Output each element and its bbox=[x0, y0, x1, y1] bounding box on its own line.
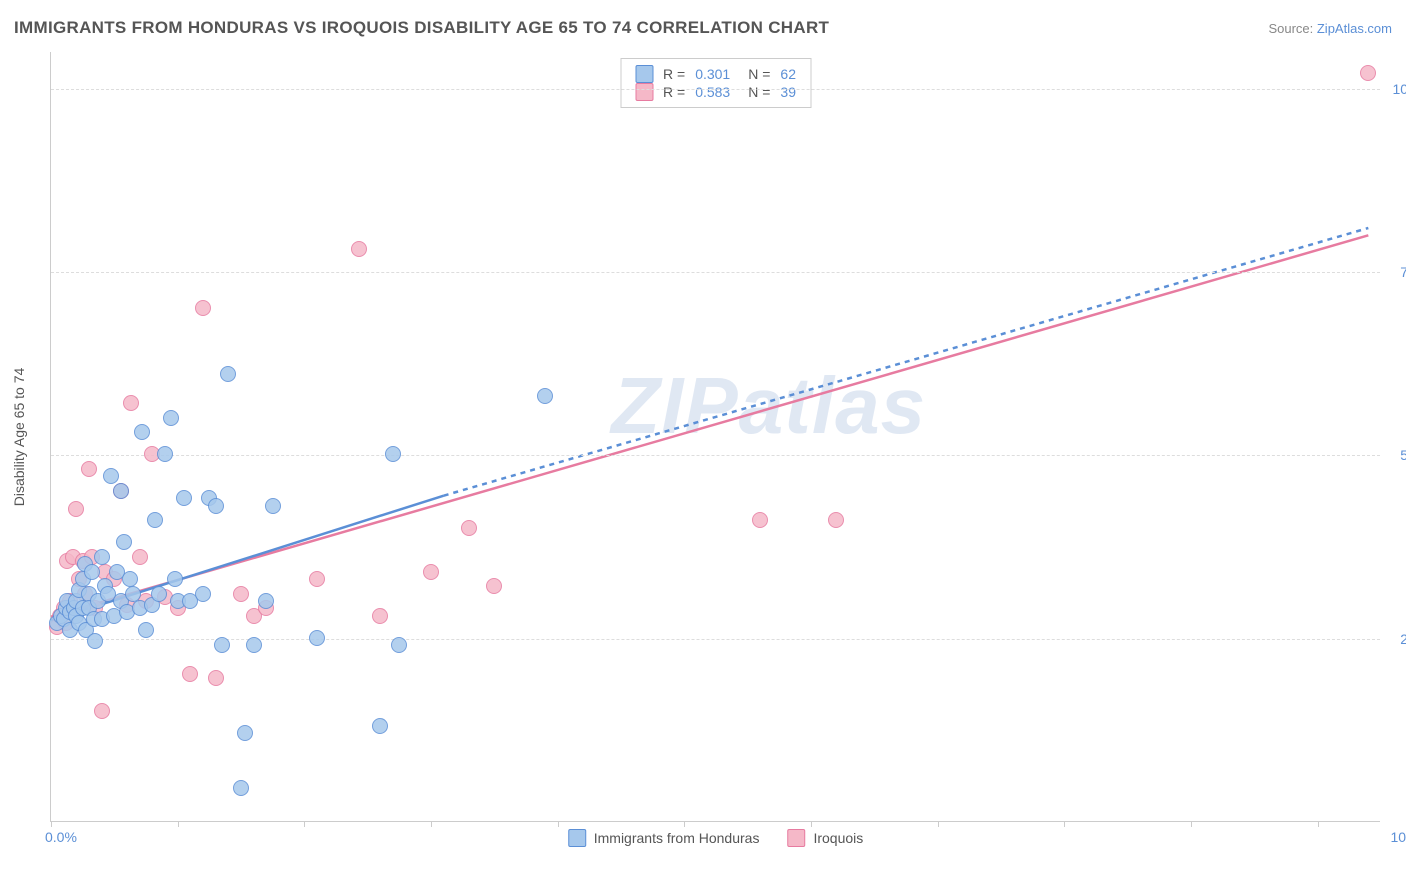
point-series-b bbox=[123, 395, 139, 411]
legend-item-a: Immigrants from Honduras bbox=[568, 829, 760, 847]
n-label: N = bbox=[748, 66, 770, 82]
point-series-b bbox=[486, 578, 502, 594]
point-series-a bbox=[372, 718, 388, 734]
point-series-b bbox=[351, 241, 367, 257]
point-series-a bbox=[125, 586, 141, 602]
x-tick bbox=[431, 821, 432, 827]
regression-line bbox=[51, 496, 444, 621]
x-tick bbox=[51, 821, 52, 827]
x-tick bbox=[304, 821, 305, 827]
swatch-series-b bbox=[787, 829, 805, 847]
r-value-a: 0.301 bbox=[695, 66, 730, 82]
point-series-b bbox=[132, 549, 148, 565]
point-series-a bbox=[157, 446, 173, 462]
point-series-a bbox=[113, 483, 129, 499]
point-series-a bbox=[147, 512, 163, 528]
r-label: R = bbox=[663, 66, 685, 82]
point-series-b bbox=[372, 608, 388, 624]
y-tick-label: 75.0% bbox=[1385, 264, 1406, 280]
point-series-a bbox=[385, 446, 401, 462]
x-tick-first: 0.0% bbox=[45, 829, 77, 845]
point-series-a bbox=[151, 586, 167, 602]
point-series-a bbox=[134, 424, 150, 440]
series-a-label: Immigrants from Honduras bbox=[594, 830, 760, 846]
point-series-a bbox=[214, 637, 230, 653]
series-legend: Immigrants from Honduras Iroquois bbox=[568, 829, 864, 847]
chart-title: IMMIGRANTS FROM HONDURAS VS IROQUOIS DIS… bbox=[14, 18, 829, 38]
point-series-a bbox=[309, 630, 325, 646]
n-value-a: 62 bbox=[780, 66, 796, 82]
legend-row-b: R = 0.583 N = 39 bbox=[635, 83, 796, 101]
series-b-label: Iroquois bbox=[813, 830, 863, 846]
grid-line-h bbox=[51, 455, 1380, 456]
source-link[interactable]: ZipAtlas.com bbox=[1317, 21, 1392, 36]
x-tick-last: 100.0% bbox=[1391, 829, 1406, 845]
point-series-a bbox=[163, 410, 179, 426]
r-label: R = bbox=[663, 84, 685, 100]
point-series-a bbox=[103, 468, 119, 484]
point-series-a bbox=[176, 490, 192, 506]
scatter-plot: Disability Age 65 to 74 ZIPatlas R = 0.3… bbox=[50, 52, 1380, 822]
grid-line-h bbox=[51, 89, 1380, 90]
n-value-b: 39 bbox=[780, 84, 796, 100]
y-tick-label: 50.0% bbox=[1385, 447, 1406, 463]
point-series-a bbox=[265, 498, 281, 514]
x-tick bbox=[1191, 821, 1192, 827]
correlation-legend: R = 0.301 N = 62 R = 0.583 N = 39 bbox=[620, 58, 811, 108]
point-series-a bbox=[116, 534, 132, 550]
point-series-b bbox=[423, 564, 439, 580]
point-series-a bbox=[246, 637, 262, 653]
swatch-series-b bbox=[635, 83, 653, 101]
swatch-series-a bbox=[635, 65, 653, 83]
point-series-b bbox=[828, 512, 844, 528]
point-series-a bbox=[220, 366, 236, 382]
point-series-a bbox=[167, 571, 183, 587]
grid-line-h bbox=[51, 272, 1380, 273]
point-series-b bbox=[752, 512, 768, 528]
x-tick bbox=[1318, 821, 1319, 827]
n-label: N = bbox=[748, 84, 770, 100]
y-tick-label: 25.0% bbox=[1385, 631, 1406, 647]
y-tick-label: 100.0% bbox=[1385, 81, 1406, 97]
regression-line bbox=[51, 235, 1368, 616]
point-series-a bbox=[233, 780, 249, 796]
x-tick bbox=[684, 821, 685, 827]
point-series-b bbox=[461, 520, 477, 536]
point-series-b bbox=[1360, 65, 1376, 81]
point-series-b bbox=[195, 300, 211, 316]
point-series-a bbox=[94, 549, 110, 565]
x-tick bbox=[178, 821, 179, 827]
point-series-a bbox=[84, 564, 100, 580]
point-series-a bbox=[208, 498, 224, 514]
source-prefix: Source: bbox=[1268, 21, 1316, 36]
point-series-b bbox=[182, 666, 198, 682]
x-tick bbox=[938, 821, 939, 827]
point-series-b bbox=[81, 461, 97, 477]
x-tick bbox=[811, 821, 812, 827]
regression-lines-layer bbox=[51, 52, 1380, 821]
y-axis-label: Disability Age 65 to 74 bbox=[11, 367, 27, 506]
point-series-a bbox=[138, 622, 154, 638]
x-tick bbox=[1064, 821, 1065, 827]
point-series-b bbox=[68, 501, 84, 517]
point-series-b bbox=[94, 703, 110, 719]
point-series-b bbox=[309, 571, 325, 587]
point-series-b bbox=[233, 586, 249, 602]
point-series-a bbox=[87, 633, 103, 649]
point-series-a bbox=[122, 571, 138, 587]
point-series-a bbox=[237, 725, 253, 741]
point-series-a bbox=[391, 637, 407, 653]
swatch-series-a bbox=[568, 829, 586, 847]
r-value-b: 0.583 bbox=[695, 84, 730, 100]
point-series-b bbox=[208, 670, 224, 686]
x-tick bbox=[558, 821, 559, 827]
legend-item-b: Iroquois bbox=[787, 829, 863, 847]
point-series-a bbox=[258, 593, 274, 609]
source-label: Source: ZipAtlas.com bbox=[1268, 21, 1392, 36]
legend-row-a: R = 0.301 N = 62 bbox=[635, 65, 796, 83]
point-series-a bbox=[537, 388, 553, 404]
point-series-a bbox=[195, 586, 211, 602]
